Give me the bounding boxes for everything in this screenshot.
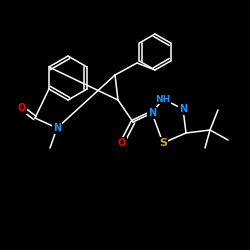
Text: N: N bbox=[148, 108, 156, 118]
Text: N: N bbox=[53, 123, 61, 133]
Text: O: O bbox=[118, 138, 126, 148]
Text: S: S bbox=[159, 138, 167, 148]
Text: NH: NH bbox=[156, 94, 170, 104]
Text: N: N bbox=[179, 104, 187, 114]
Text: O: O bbox=[18, 103, 26, 113]
